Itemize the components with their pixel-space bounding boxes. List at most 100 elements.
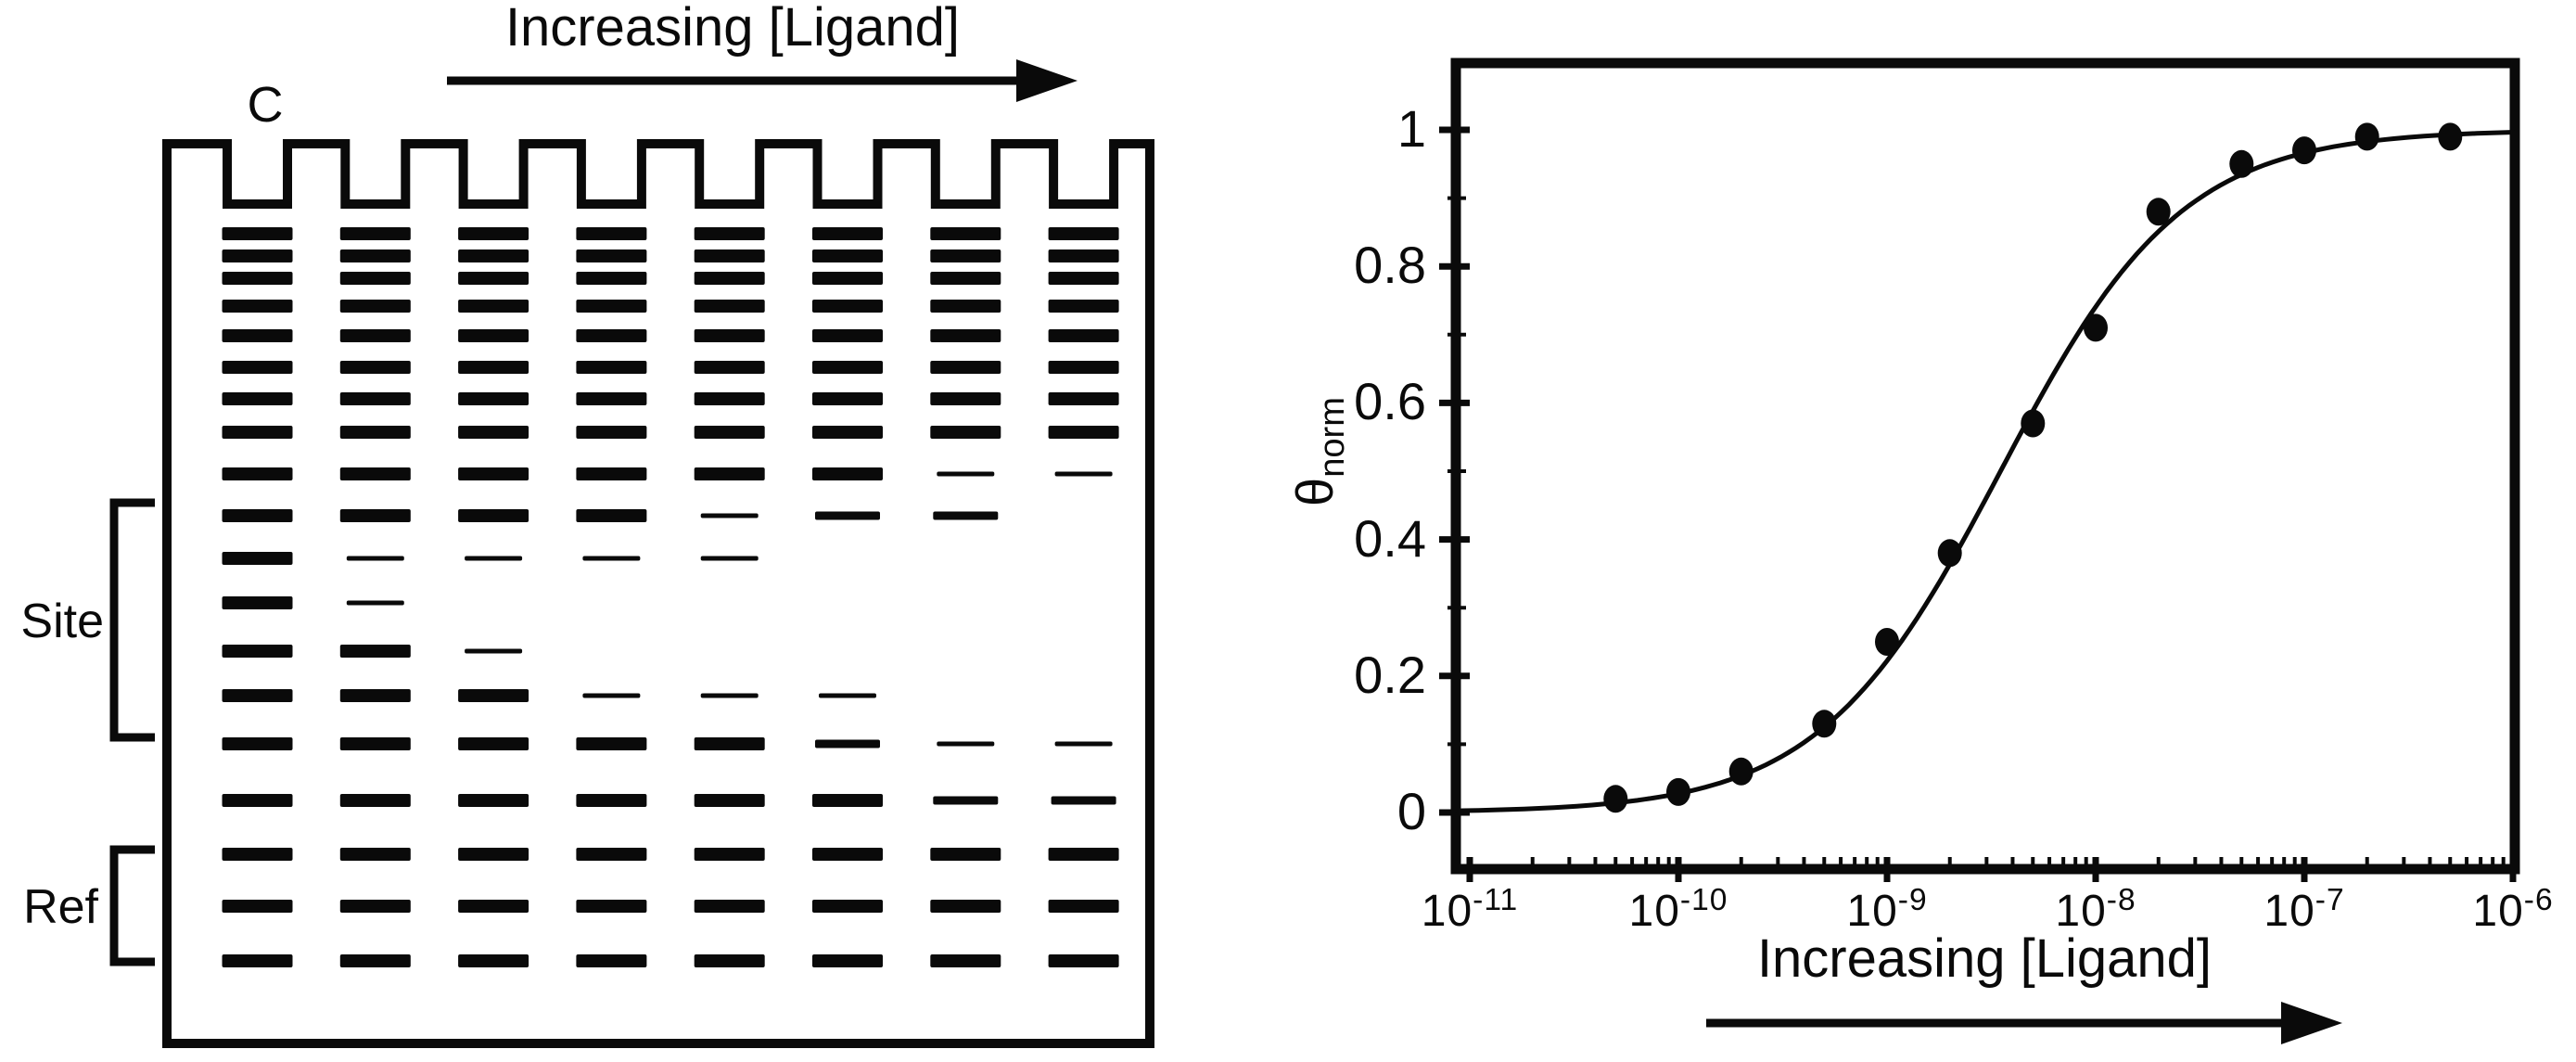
gel-band xyxy=(1048,329,1119,342)
gel-title: Increasing [Ligand] xyxy=(504,0,961,58)
gel-band xyxy=(346,600,404,606)
gel-band xyxy=(576,737,647,750)
x-tick-label: 10-11 xyxy=(1421,883,1519,936)
increasing-ligand-arrow-bottom-head xyxy=(2281,1002,2342,1044)
gel-band xyxy=(339,361,411,374)
gel-band xyxy=(458,329,529,342)
gel-band xyxy=(339,329,411,342)
gel-band xyxy=(930,954,1001,967)
gel-band xyxy=(694,954,765,967)
data-point xyxy=(1937,539,1962,568)
gel-band xyxy=(694,392,765,405)
gel-band xyxy=(222,900,293,913)
gel-band xyxy=(339,509,411,522)
gel-band xyxy=(576,900,647,913)
gel-band xyxy=(576,272,647,285)
gel-band xyxy=(222,329,293,342)
gel-band xyxy=(930,300,1001,313)
gel-band xyxy=(694,361,765,374)
gel-band xyxy=(576,954,647,967)
gel-band xyxy=(582,693,641,698)
gel-band xyxy=(576,392,647,405)
gel-band xyxy=(339,272,411,285)
gel-band xyxy=(458,426,529,439)
gel-band xyxy=(812,272,883,285)
gel-band xyxy=(1048,250,1119,262)
gel-band xyxy=(339,467,411,480)
gel-band xyxy=(694,848,765,861)
gel-band xyxy=(930,426,1001,439)
data-point xyxy=(2229,149,2254,178)
gel-band xyxy=(930,250,1001,262)
x-tick-label: 10-8 xyxy=(2055,883,2136,936)
gel-band xyxy=(812,794,883,807)
gel-band xyxy=(1048,426,1119,439)
fit-curve xyxy=(1455,130,2516,813)
gel-band xyxy=(812,392,883,405)
gel-band xyxy=(812,250,883,262)
control-lane-label: C xyxy=(247,77,284,133)
data-point xyxy=(2292,136,2316,165)
plot-frame xyxy=(1450,58,2520,875)
gel-band xyxy=(222,794,293,807)
plot-x-axis-title: Increasing [Ligand] xyxy=(1756,928,2213,989)
gel-band xyxy=(812,300,883,313)
gel-band xyxy=(339,954,411,967)
gel-band xyxy=(222,227,293,240)
gel-band xyxy=(222,954,293,967)
gel-band xyxy=(812,954,883,967)
gel-band xyxy=(346,556,404,561)
gel-band xyxy=(222,645,293,658)
gel-band xyxy=(1048,900,1119,913)
gel-band xyxy=(1048,227,1119,240)
gel-band xyxy=(339,227,411,240)
x-tick-label: 10-7 xyxy=(2264,883,2345,936)
gel-band xyxy=(1048,300,1119,313)
gel-band xyxy=(576,794,647,807)
gel-band xyxy=(339,848,411,861)
gel-band xyxy=(930,361,1001,374)
theta-symbol: θ xyxy=(1284,477,1344,506)
data-point xyxy=(2438,122,2463,151)
gel-band xyxy=(458,361,529,374)
gel-band xyxy=(222,737,293,750)
data-point xyxy=(1812,710,1837,738)
gel-band xyxy=(1048,954,1119,967)
gel-band xyxy=(933,796,999,805)
data-point xyxy=(1666,777,1690,806)
gel-band xyxy=(694,900,765,913)
gel-band xyxy=(933,511,999,520)
gel-band xyxy=(1051,796,1116,805)
gel-band xyxy=(339,900,411,913)
gel-band xyxy=(812,329,883,342)
gel-band xyxy=(700,513,759,518)
data-point xyxy=(1728,757,1753,786)
gel-band xyxy=(576,329,647,342)
gel-band xyxy=(576,848,647,861)
gel-band xyxy=(937,471,995,477)
gel-band xyxy=(339,689,411,702)
gel-band xyxy=(339,250,411,262)
gel-band xyxy=(930,227,1001,240)
gel-band xyxy=(458,737,529,750)
gel-band xyxy=(694,426,765,439)
gel-band xyxy=(694,737,765,750)
gel-band xyxy=(458,509,529,522)
gel-band xyxy=(930,900,1001,913)
x-tick-label: 10-10 xyxy=(1628,883,1728,936)
ref-bracket-label: Ref xyxy=(23,880,98,934)
gel-band xyxy=(819,693,876,698)
data-point xyxy=(1603,785,1628,813)
gel-band xyxy=(576,509,647,522)
gel-band xyxy=(700,693,759,698)
gel-band xyxy=(937,741,995,747)
gel-band xyxy=(582,556,641,561)
gel-band xyxy=(458,250,529,262)
gel-band xyxy=(222,300,293,313)
gel-band xyxy=(1054,471,1113,477)
gel-band xyxy=(222,552,293,565)
gel-band xyxy=(1048,848,1119,861)
gel-band xyxy=(700,556,759,561)
ref-bracket xyxy=(109,845,155,966)
